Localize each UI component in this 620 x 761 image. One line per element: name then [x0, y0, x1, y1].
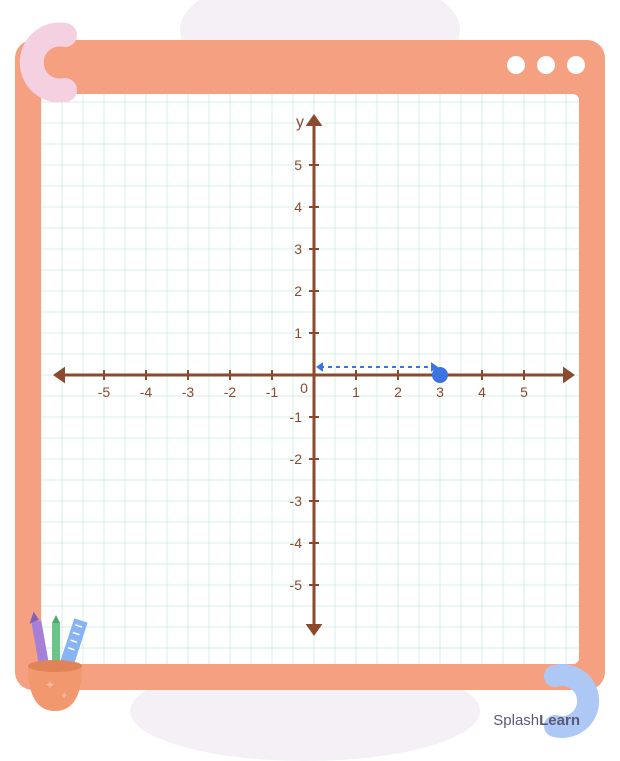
svg-text:0: 0	[300, 380, 308, 396]
svg-text:1: 1	[352, 384, 360, 400]
svg-text:3: 3	[436, 384, 444, 400]
svg-text:✦: ✦	[45, 678, 55, 692]
blue-c-decoration	[530, 661, 610, 741]
pencil-cup-decoration: ✦ ✦	[10, 611, 100, 721]
svg-text:-2: -2	[224, 384, 237, 400]
svg-text:4: 4	[478, 384, 486, 400]
svg-text:2: 2	[294, 283, 302, 299]
svg-text:5: 5	[294, 157, 302, 173]
frame-dot	[507, 56, 525, 74]
frame-dot	[537, 56, 555, 74]
watermark: SplashLearn	[493, 712, 580, 729]
pink-c-decoration	[10, 20, 90, 105]
svg-text:-1: -1	[290, 409, 303, 425]
svg-text:-4: -4	[140, 384, 153, 400]
svg-text:4: 4	[294, 199, 302, 215]
chart-area: -5-4-3-2-112345-5-4-3-2-1123450xy	[41, 94, 579, 664]
app-frame: -5-4-3-2-112345-5-4-3-2-1123450xy	[15, 40, 605, 690]
svg-text:-5: -5	[98, 384, 111, 400]
svg-text:-2: -2	[290, 451, 303, 467]
svg-text:2: 2	[394, 384, 402, 400]
svg-text:-3: -3	[182, 384, 195, 400]
svg-text:✦: ✦	[60, 691, 68, 702]
svg-text:1: 1	[294, 325, 302, 341]
svg-text:-1: -1	[266, 384, 279, 400]
svg-text:-5: -5	[290, 577, 303, 593]
svg-text:y: y	[296, 114, 304, 131]
svg-text:3: 3	[294, 241, 302, 257]
svg-text:-3: -3	[290, 493, 303, 509]
svg-text:-4: -4	[290, 535, 303, 551]
svg-text:5: 5	[520, 384, 528, 400]
coordinate-plane: -5-4-3-2-112345-5-4-3-2-1123450xy	[41, 94, 579, 664]
frame-dots	[507, 56, 585, 74]
frame-dot	[567, 56, 585, 74]
watermark-left: Splash	[493, 712, 539, 729]
watermark-right: Learn	[539, 712, 580, 729]
